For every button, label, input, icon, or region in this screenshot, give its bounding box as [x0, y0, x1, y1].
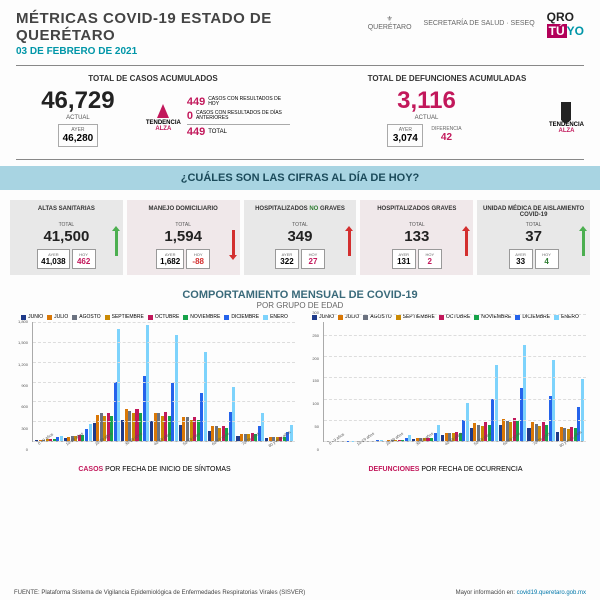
total-cases-block: TOTAL DE CASOS ACUMULADOS 46,729 ACTUAL … — [16, 74, 290, 147]
legend-item: NOVIEMBRE — [474, 314, 511, 320]
card-today: HOY462 — [72, 249, 96, 269]
cases-prev-results: 0 — [187, 110, 193, 122]
bar-group — [470, 322, 498, 441]
legend-item: DICIEMBRE — [224, 314, 259, 320]
cases-yesterday: 46,280 — [63, 133, 94, 144]
bar — [523, 345, 526, 441]
bar-group — [527, 322, 555, 441]
card-yesterday: AYER33 — [509, 249, 533, 269]
bar — [261, 413, 264, 441]
state-seal-logo: ⚜QUERÉTARO — [368, 16, 412, 31]
bar-group — [441, 322, 469, 441]
deaths-title: TOTAL DE DEFUNCIONES ACUMULADAS — [310, 74, 584, 83]
card-total: 349 — [248, 228, 353, 245]
card-today: HOY27 — [301, 249, 325, 269]
card-title: HOSPITALIZADOS NO GRAVES — [248, 206, 353, 220]
cases-trend: ALZA — [146, 126, 181, 132]
card-0: ALTAS SANITARIAS TOTAL 41,500 AYER41,038… — [10, 200, 123, 275]
charts-subtitle: POR GRUPO DE EDAD — [0, 301, 600, 310]
bar — [437, 425, 440, 441]
deaths-diff: 42 — [441, 132, 452, 143]
qro-logo: QROTÚYO — [547, 10, 584, 38]
card-1: MANEJO DOMICILIARIO TOTAL 1,594 AYER1,68… — [127, 200, 240, 275]
legend-item: AGOSTO — [72, 314, 100, 320]
bar — [204, 352, 207, 441]
card-2: HOSPITALIZADOS NO GRAVES TOTAL 349 AYER3… — [244, 200, 357, 275]
total-deaths-block: TOTAL DE DEFUNCIONES ACUMULADAS 3,116 AC… — [310, 74, 584, 147]
header-logos: ⚜QUERÉTARO SECRETARÍA DE SALUD · SESEQ Q… — [368, 10, 584, 38]
charts-row: JUNIO JULIO AGOSTO SEPTIEMBRE OCTUBRE NOVIEMB… — [0, 310, 600, 477]
section-band: ¿CUÁLES SON LAS CIFRAS AL DÍA DE HOY? — [0, 166, 600, 190]
card-today: HOY-88 — [186, 249, 210, 269]
footer-source: FUENTE: Plataforma Sistema de Vigilancia… — [14, 590, 305, 596]
footer-link[interactable]: covid19.queretaro.gob.mx — [517, 590, 586, 596]
card-today: HOY2 — [418, 249, 442, 269]
trend-arrow-icon — [115, 230, 118, 256]
card-4: UNIDAD MÉDICA DE AISLAMIENTO COVID-19 TO… — [477, 200, 590, 275]
daily-cards: ALTAS SANITARIAS TOTAL 41,500 AYER41,038… — [0, 196, 600, 279]
charts-title: COMPORTAMIENTO MENSUAL DE COVID-19 — [0, 289, 600, 301]
legend-item: SEPTIEMBRE — [105, 314, 144, 320]
bar-group — [499, 322, 527, 441]
bar-group — [384, 322, 412, 441]
bar — [495, 365, 498, 442]
legend-item: SEPTIEMBRE — [396, 314, 435, 320]
trend-arrow-icon — [465, 230, 468, 256]
legend-item: OCTUBRE — [439, 314, 470, 320]
card-total: 133 — [364, 228, 469, 245]
cases-today-results: 449 — [187, 96, 205, 108]
legend-item: ENERO — [263, 314, 288, 320]
legend-item: ENERO — [554, 314, 579, 320]
page-title: MÉTRICAS COVID-19 ESTADO DE QUERÉTARO — [16, 10, 368, 44]
card-yesterday: AYER1,682 — [156, 249, 184, 269]
cases-current: 46,729 — [16, 87, 140, 115]
card-yesterday: AYER322 — [275, 249, 299, 269]
cases-title: TOTAL DE CASOS ACUMULADOS — [16, 74, 290, 83]
bar — [117, 329, 120, 441]
deaths-yesterday: 3,074 — [393, 133, 418, 144]
bar-group — [326, 322, 354, 441]
card-title: ALTAS SANITARIAS — [14, 206, 119, 220]
trend-up-icon — [157, 104, 169, 118]
legend-item: JUNIO — [312, 314, 334, 320]
card-total: 1,594 — [131, 228, 236, 245]
top-stats-row: TOTAL DE CASOS ACUMULADOS 46,729 ACTUAL … — [0, 70, 600, 155]
trend-arrow-icon — [232, 230, 235, 256]
card-total: 41,500 — [14, 228, 119, 245]
card-total: 37 — [481, 228, 586, 245]
legend-item: NOVIEMBRE — [183, 314, 220, 320]
cases-total-new: 449 — [187, 126, 205, 138]
ribbon-icon — [561, 102, 571, 120]
report-date: 03 DE FEBRERO DE 2021 — [16, 46, 368, 57]
legend-item: AGOSTO — [363, 314, 391, 320]
legend-item: OCTUBRE — [148, 314, 179, 320]
card-3: HOSPITALIZADOS GRAVES TOTAL 133 AYER131 … — [360, 200, 473, 275]
card-yesterday: AYER41,038 — [37, 249, 69, 269]
bar-group — [556, 322, 584, 441]
card-yesterday: AYER131 — [392, 249, 416, 269]
card-title: MANEJO DOMICILIARIO — [131, 206, 236, 220]
legend-item: DICIEMBRE — [515, 314, 550, 320]
footer: FUENTE: Plataforma Sistema de Vigilancia… — [0, 590, 600, 596]
bar-group — [355, 322, 383, 441]
legend-item: JULIO — [47, 314, 68, 320]
bar — [466, 403, 469, 441]
legend-item: JULIO — [338, 314, 359, 320]
deaths-trend: ALZA — [549, 128, 584, 134]
trend-arrow-icon — [582, 230, 585, 256]
deaths-current: 3,116 — [310, 87, 543, 115]
card-title: UNIDAD MÉDICA DE AISLAMIENTO COVID-19 — [481, 206, 586, 220]
trend-arrow-icon — [348, 230, 351, 256]
bar — [89, 424, 92, 441]
secretaria-logo: SECRETARÍA DE SALUD · SESEQ — [424, 20, 535, 28]
cases-chart: JUNIOJULIOAGOSTOSEPTIEMBREOCTUBRENOVIEMB… — [14, 314, 295, 473]
card-today: HOY4 — [535, 249, 559, 269]
bar-group — [412, 322, 440, 441]
card-title: HOSPITALIZADOS GRAVES — [364, 206, 469, 220]
deaths-chart: JUNIO JULIO AGOSTO SEPTIEMBRE OCTUBRE NOVIEMB… — [305, 314, 586, 473]
header: MÉTRICAS COVID-19 ESTADO DE QUERÉTARO 03… — [0, 0, 600, 61]
bar — [175, 335, 178, 441]
